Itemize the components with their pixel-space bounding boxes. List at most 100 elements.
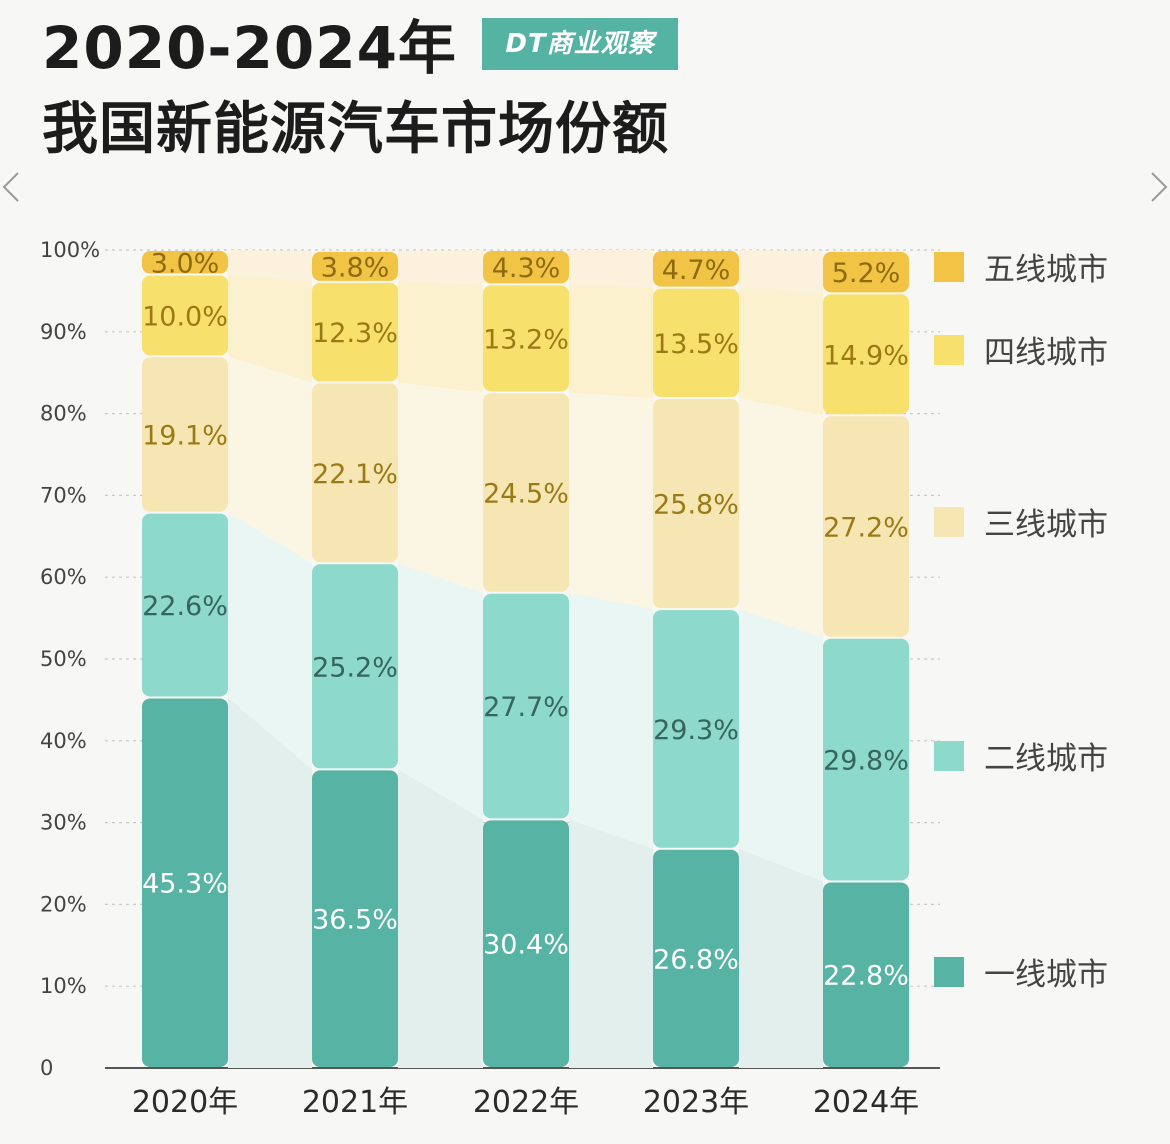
y-tick-label: 10% — [40, 974, 87, 998]
legend-label: 五线城市 — [984, 252, 1108, 288]
data-label: 27.2% — [823, 512, 909, 543]
connector-band — [398, 281, 483, 393]
connector-band — [228, 274, 312, 383]
chart-title-line2: 我国新能源汽车市场份额 — [42, 97, 669, 162]
data-label: 4.3% — [492, 253, 561, 284]
connector-band — [398, 769, 483, 1068]
y-tick-label: 0 — [40, 1056, 53, 1080]
x-tick-label: 2020年 — [132, 1085, 238, 1120]
bar-segment — [312, 383, 398, 563]
bar-segment — [653, 399, 739, 609]
bar-segment — [312, 251, 398, 281]
bar-segment — [823, 416, 909, 637]
connector-band — [569, 392, 653, 610]
legend-label: 一线城市 — [984, 957, 1108, 993]
data-label: 29.3% — [653, 715, 739, 746]
connector-band — [228, 512, 312, 770]
bar-segment — [483, 820, 569, 1067]
bar-segment — [312, 770, 398, 1067]
data-label: 14.9% — [823, 340, 909, 371]
bar-segment — [483, 393, 569, 592]
data-label: 19.1% — [142, 420, 228, 451]
bar-segment — [823, 638, 909, 881]
bar-segment — [312, 564, 398, 769]
data-label: 22.8% — [823, 961, 909, 992]
y-tick-label: 100% — [40, 238, 100, 262]
connector-band — [569, 250, 653, 288]
data-label: 5.2% — [832, 258, 901, 289]
bar-segment — [142, 698, 228, 1067]
data-label: 4.7% — [662, 255, 731, 286]
data-label: 22.6% — [142, 591, 228, 622]
legend-label: 四线城市 — [984, 335, 1108, 371]
data-label: 25.2% — [312, 652, 398, 683]
data-label: 13.5% — [653, 329, 739, 360]
y-tick-label: 40% — [40, 729, 87, 753]
data-label: 3.8% — [321, 252, 390, 283]
connector-band — [228, 697, 312, 1068]
legend-swatch — [934, 252, 964, 282]
legend-label: 三线城市 — [984, 507, 1108, 543]
y-tick-label: 50% — [40, 647, 87, 671]
x-tick-label: 2021年 — [302, 1085, 408, 1120]
brand-logo: DT商业观察 — [482, 18, 678, 70]
y-tick-label: 70% — [40, 483, 87, 507]
bar-segment — [653, 849, 739, 1067]
connector-band — [739, 609, 823, 882]
connector-band — [398, 250, 483, 285]
data-label: 30.4% — [483, 930, 569, 961]
legend-swatch — [934, 957, 964, 987]
data-label: 13.2% — [483, 324, 569, 355]
bar-segment — [483, 285, 569, 392]
bar-segment — [653, 251, 739, 287]
data-label: 29.8% — [823, 746, 909, 777]
data-label: 27.7% — [483, 692, 569, 723]
bar-segment — [823, 882, 909, 1067]
bar-segment — [142, 357, 228, 512]
legend-swatch — [934, 741, 964, 771]
data-label: 3.0% — [151, 248, 220, 279]
legend-swatch — [934, 335, 964, 365]
data-label: 10.0% — [142, 301, 228, 332]
data-label: 12.3% — [312, 318, 398, 349]
bar-segment — [823, 251, 909, 293]
x-tick-label: 2022年 — [473, 1085, 579, 1120]
bar-segment — [142, 513, 228, 697]
bar-segment — [142, 251, 228, 274]
right-edge-arrow-icon — [1151, 172, 1168, 202]
legend-label: 二线城市 — [984, 741, 1108, 777]
bar-segment — [483, 251, 569, 284]
connector-band — [739, 398, 823, 638]
y-tick-label: 60% — [40, 565, 87, 589]
data-label: 36.5% — [312, 905, 398, 936]
connector-band — [569, 592, 653, 849]
data-label: 26.8% — [653, 944, 739, 975]
x-tick-label: 2024年 — [813, 1085, 919, 1120]
connector-band — [228, 356, 312, 564]
data-label: 22.1% — [312, 459, 398, 490]
y-tick-label: 90% — [40, 320, 87, 344]
y-tick-label: 30% — [40, 811, 87, 835]
chart-title-line1: 2020-2024年 — [42, 14, 457, 82]
data-label: 45.3% — [142, 869, 228, 900]
x-tick-label: 2023年 — [643, 1085, 749, 1120]
bar-segment — [483, 593, 569, 819]
bar-segment — [653, 610, 739, 848]
connector-band — [398, 563, 483, 820]
connector-band — [228, 250, 312, 282]
y-tick-label: 20% — [40, 892, 87, 916]
legend-swatch — [934, 507, 964, 537]
connector-band — [739, 287, 823, 416]
connector-band — [739, 848, 823, 1068]
bar-segment — [312, 282, 398, 382]
connector-band — [569, 284, 653, 399]
bar-segment — [142, 275, 228, 356]
connector-band — [739, 250, 823, 294]
connector-band — [398, 382, 483, 593]
data-label: 25.8% — [653, 490, 739, 521]
bar-segment — [653, 288, 739, 398]
y-tick-label: 80% — [40, 402, 87, 426]
left-edge-arrow-icon — [2, 172, 19, 202]
bar-segment — [823, 294, 909, 415]
